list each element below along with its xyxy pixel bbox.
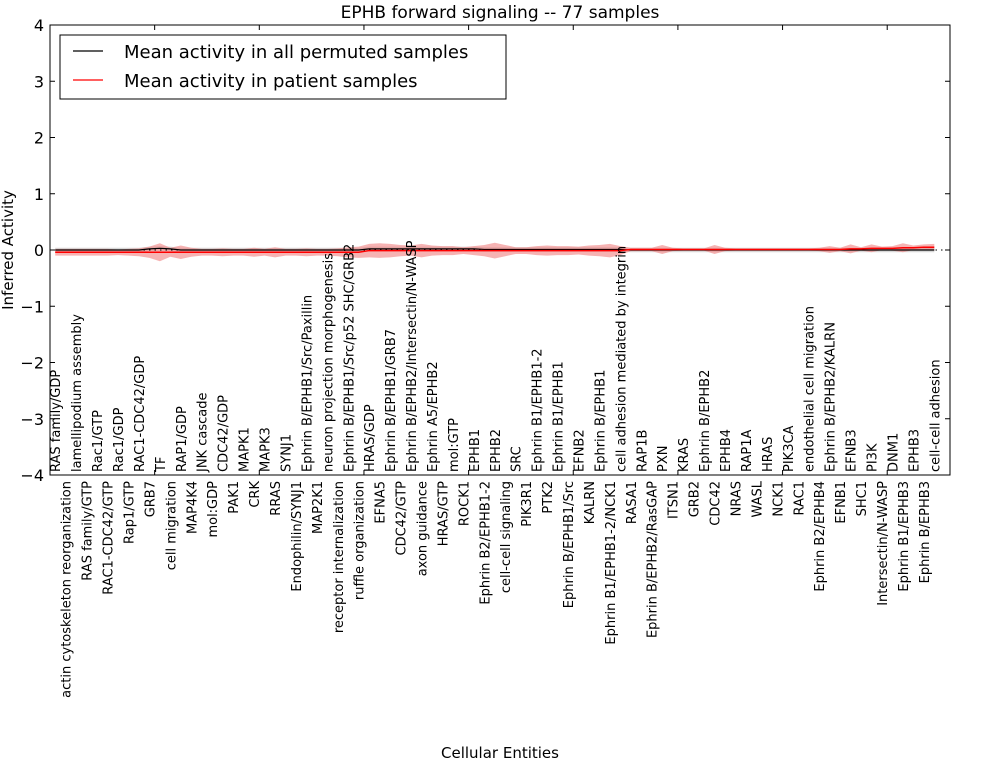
x-tick-label: EFNB1 bbox=[834, 481, 849, 524]
x-tick-label: EFNB2 bbox=[572, 429, 587, 472]
x-tick-label: receptor internalization bbox=[332, 481, 347, 633]
y-tick-label: 4 bbox=[34, 16, 44, 35]
chart-title: EPHB forward signaling -- 77 samples bbox=[341, 3, 660, 23]
x-tick-label: mol:GDP bbox=[206, 481, 221, 538]
x-tick-label: Ephrin B/EPHB2/RasGAP bbox=[646, 481, 661, 638]
y-tick-label: 1 bbox=[34, 185, 44, 204]
y-tick-label: −1 bbox=[20, 297, 44, 316]
legend-label-patient: Mean activity in patient samples bbox=[124, 71, 418, 92]
x-tick-label: lamellipodium assembly bbox=[70, 314, 85, 472]
x-tick-label: CDC42/GTP bbox=[395, 481, 410, 556]
x-tick-label: SHC1 bbox=[855, 481, 870, 516]
x-tick-label: HRAS bbox=[761, 437, 776, 472]
x-tick-label: Ephrin B1/EPHB1 bbox=[552, 361, 567, 472]
x-tick-label: HRAS/GTP bbox=[436, 481, 451, 546]
x-tick-label: Ephrin B1/EPHB3 bbox=[897, 481, 912, 592]
y-tick-label: −2 bbox=[20, 354, 44, 373]
x-tick-label: NCK1 bbox=[771, 481, 786, 517]
x-tick-label: RAC1-CDC42/GDP bbox=[133, 356, 148, 472]
x-tick-label: PTK2 bbox=[541, 481, 556, 514]
x-tick-label: cell-cell signaling bbox=[499, 481, 514, 593]
x-tick-label: Ephrin B1/EPHB1-2/NCK1 bbox=[604, 481, 619, 645]
x-tick-label: NRAS bbox=[729, 481, 744, 516]
x-tick-label: Ephrin B2/EPHB4 bbox=[813, 481, 828, 592]
x-tick-label: EFNB3 bbox=[845, 429, 860, 472]
x-tick-label: MAP4K4 bbox=[185, 481, 200, 534]
x-tick-label: EPHB3 bbox=[907, 429, 922, 472]
x-tick-label: Ephrin B/EPHB2/KALRN bbox=[824, 322, 839, 472]
x-tick-label: Rac1/GDP bbox=[112, 407, 127, 472]
x-tick-label: RAP1A bbox=[740, 429, 755, 472]
x-tick-label: PAK1 bbox=[227, 481, 242, 514]
x-tick-label: RAS family/GDP bbox=[49, 370, 64, 472]
x-tick-label: Ephrin B/EPHB2 bbox=[698, 370, 713, 472]
x-tick-label: PI3K bbox=[866, 443, 881, 472]
x-tick-label: CDC42/GDP bbox=[217, 395, 232, 472]
x-tick-label: EPHB4 bbox=[719, 429, 734, 472]
x-tick-label: actin cytoskeleton reorganization bbox=[60, 481, 75, 698]
y-tick-label: −3 bbox=[20, 410, 44, 429]
x-tick-label: GRB7 bbox=[143, 481, 158, 517]
x-tick-label: RASA1 bbox=[625, 481, 640, 524]
x-tick-label: RAC1-CDC42/GTP bbox=[102, 481, 117, 595]
x-tick-label: PXN bbox=[656, 446, 671, 472]
x-tick-label: ruffle organization bbox=[353, 481, 368, 600]
y-tick-label: 0 bbox=[34, 241, 44, 260]
x-tick-label: SYNJ1 bbox=[279, 434, 294, 472]
x-tick-label: cell-cell adhesion bbox=[928, 359, 943, 472]
x-tick-label: mol:GTP bbox=[447, 418, 462, 472]
x-tick-label: Ephrin B/EPHB1 bbox=[593, 370, 608, 472]
x-tick-label: Rap1/GTP bbox=[122, 481, 137, 544]
x-tick-label: Ephrin B/EPHB3 bbox=[918, 481, 933, 583]
x-tick-label: PIK3R1 bbox=[520, 481, 535, 527]
x-tick-label: EPHB2 bbox=[489, 429, 504, 472]
x-tick-label: axon guidance bbox=[416, 481, 431, 576]
x-tick-label: cell adhesion mediated by integrin bbox=[614, 246, 629, 472]
x-tick-label: CDC42 bbox=[709, 481, 724, 526]
x-tick-label: RAS family/GTP bbox=[81, 481, 96, 581]
x-tick-label: CRK bbox=[248, 481, 263, 508]
x-tick-label: MAPK3 bbox=[259, 427, 274, 472]
x-tick-label: Ephrin A5/EPHB2 bbox=[426, 361, 441, 472]
x-tick-label: HRAS/GDP bbox=[363, 404, 378, 472]
x-tick-label: WASL bbox=[750, 480, 765, 517]
x-tick-label: cell migration bbox=[164, 481, 179, 570]
x-tick-label: EFNA5 bbox=[374, 481, 389, 524]
x-tick-label: JNK cascade bbox=[196, 393, 211, 473]
x-tick-label: RAC1 bbox=[792, 481, 807, 516]
x-tick-label: Ephrin B/EPHB2/Intersectin/N-WASP bbox=[405, 240, 420, 472]
x-axis-label: Cellular Entities bbox=[441, 744, 559, 762]
x-tick-label: Ephrin B/EPHB1/Src/p52 SHC/GRB2 bbox=[342, 244, 357, 472]
x-tick-label: Ephrin B/EPHB1/Src bbox=[562, 481, 577, 608]
x-tick-label: TF bbox=[154, 457, 169, 473]
x-tick-label: Ephrin B/EPHB1/Src/Paxillin bbox=[300, 295, 315, 472]
x-tick-label: neuron projection morphogenesis bbox=[321, 253, 336, 472]
x-tick-label: SRC bbox=[510, 446, 525, 472]
y-axis-label: Inferred Activity bbox=[0, 190, 17, 310]
x-tick-label: RAP1/GDP bbox=[175, 406, 190, 472]
x-tick-label: Ephrin B1/EPHB1-2 bbox=[531, 348, 546, 472]
x-tick-label: RRAS bbox=[269, 481, 284, 516]
x-tick-label: PIK3CA bbox=[782, 425, 797, 472]
y-tick-label: 2 bbox=[34, 129, 44, 148]
y-tick-label: 3 bbox=[34, 72, 44, 91]
x-tick-label: MAPK1 bbox=[238, 427, 253, 472]
x-tick-label: MAP2K1 bbox=[311, 481, 326, 534]
x-tick-label: ITSN1 bbox=[667, 481, 682, 519]
x-tick-label: KALRN bbox=[583, 481, 598, 524]
x-tick-label: DNM1 bbox=[886, 433, 901, 472]
x-tick-label: GRB2 bbox=[688, 481, 703, 517]
legend-label-permuted: Mean activity in all permuted samples bbox=[124, 42, 468, 63]
y-tick-label: −4 bbox=[20, 466, 44, 485]
x-tick-label: EPHB1 bbox=[468, 429, 483, 472]
x-tick-label: Ephrin B/EPHB1/GRB7 bbox=[384, 329, 399, 472]
x-tick-label: RAP1B bbox=[635, 430, 650, 472]
x-tick-label: Endophilin/SYNJ1 bbox=[290, 481, 305, 592]
legend: Mean activity in all permuted samples Me… bbox=[60, 35, 506, 99]
x-tick-label: endothelial cell migration bbox=[803, 306, 818, 472]
x-tick-label: KRAS bbox=[677, 438, 692, 472]
x-tick-label: Rac1/GTP bbox=[91, 410, 106, 472]
x-tick-label: ROCK1 bbox=[457, 481, 472, 526]
